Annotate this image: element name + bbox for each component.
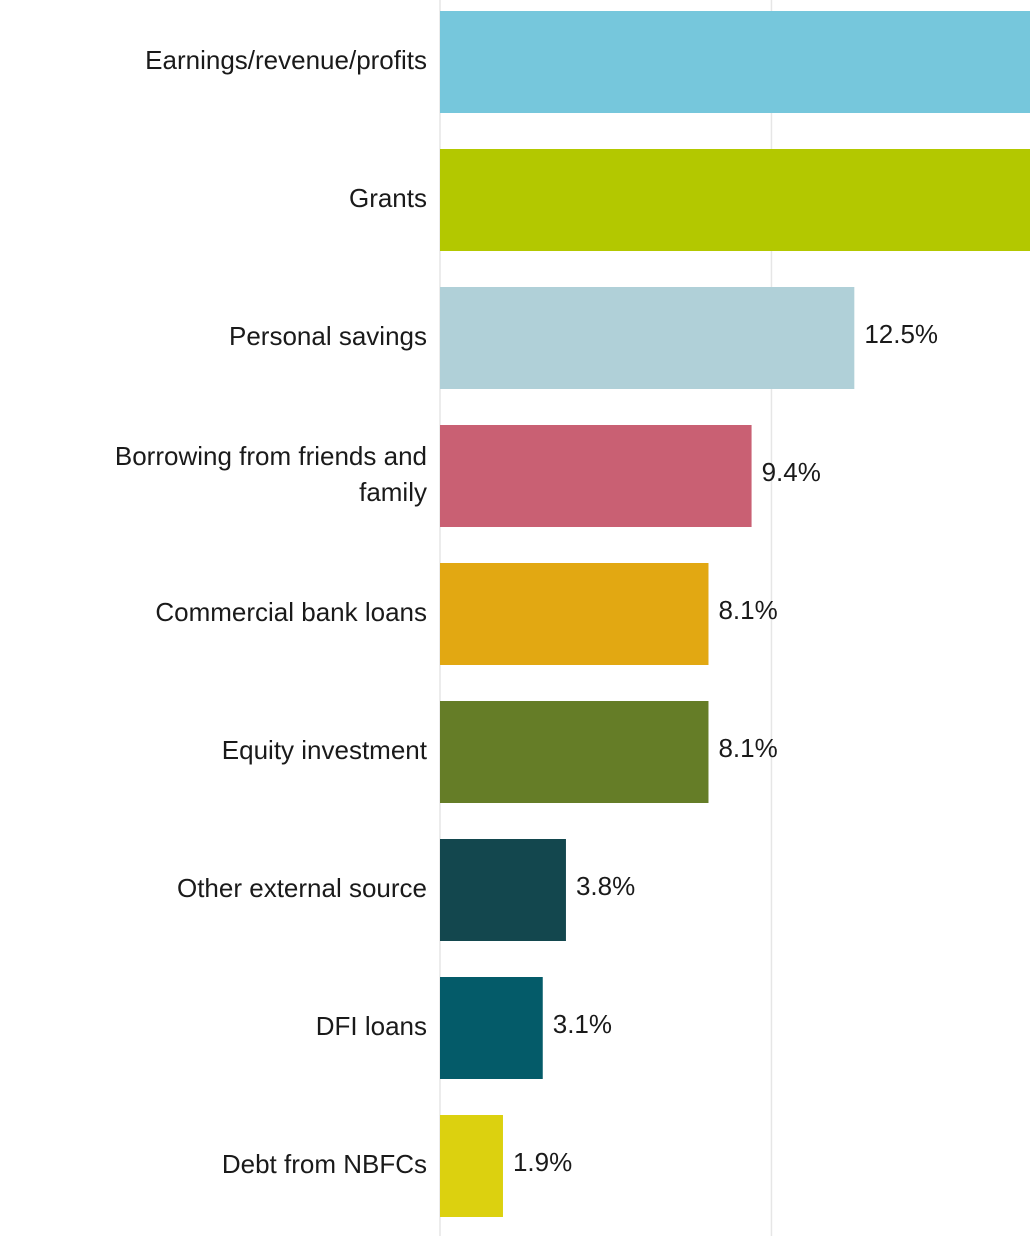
category-label: Earnings/revenue/profits <box>145 45 427 75</box>
value-label: 9.4% <box>762 457 821 487</box>
bar <box>440 11 1030 113</box>
category-label: Other external source <box>177 873 427 903</box>
bar <box>440 563 709 665</box>
category-label: Personal savings <box>229 321 427 351</box>
category-label: Equity investment <box>222 735 428 765</box>
value-label: 8.1% <box>718 595 777 625</box>
bar <box>440 149 1030 251</box>
category-label: Debt from NBFCs <box>222 1149 427 1179</box>
bar <box>440 977 543 1079</box>
category-label: Grants <box>349 183 427 213</box>
value-label: 12.5% <box>864 319 938 349</box>
bar <box>440 1115 503 1217</box>
value-label: 8.1% <box>718 733 777 763</box>
value-label: 1.9% <box>513 1147 572 1177</box>
value-label: 3.1% <box>553 1009 612 1039</box>
category-label: Commercial bank loans <box>155 597 427 627</box>
value-label: 3.8% <box>576 871 635 901</box>
bar <box>440 425 752 527</box>
bar <box>440 287 855 389</box>
bar <box>440 701 709 803</box>
labels: Earnings/revenue/profits Grants Personal s… <box>115 45 938 1179</box>
bar <box>440 839 566 941</box>
category-label: Borrowing from friends and family <box>115 441 427 507</box>
bars <box>440 11 1030 1217</box>
category-label: DFI loans <box>316 1011 427 1041</box>
